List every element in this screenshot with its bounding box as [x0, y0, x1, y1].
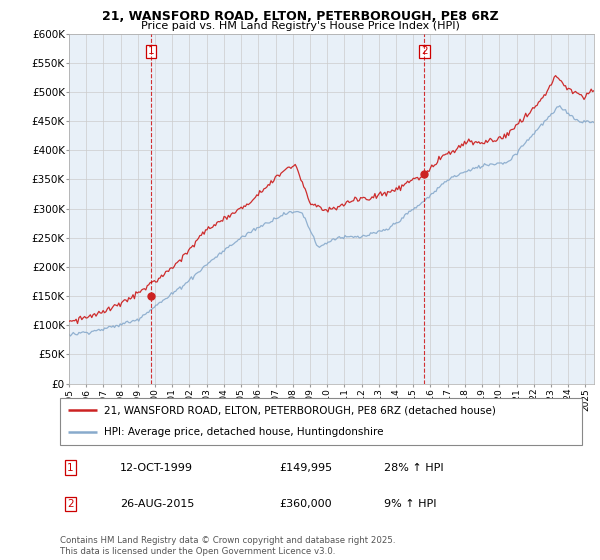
Text: 9% ↑ HPI: 9% ↑ HPI [383, 499, 436, 509]
Text: £149,995: £149,995 [279, 463, 332, 473]
FancyBboxPatch shape [60, 398, 582, 445]
Text: 2: 2 [421, 46, 428, 57]
Text: 21, WANSFORD ROAD, ELTON, PETERBOROUGH, PE8 6RZ: 21, WANSFORD ROAD, ELTON, PETERBOROUGH, … [101, 10, 499, 23]
Text: 1: 1 [148, 46, 155, 57]
Text: £360,000: £360,000 [279, 499, 332, 509]
Text: 26-AUG-2015: 26-AUG-2015 [120, 499, 194, 509]
Text: Price paid vs. HM Land Registry's House Price Index (HPI): Price paid vs. HM Land Registry's House … [140, 21, 460, 31]
Text: HPI: Average price, detached house, Huntingdonshire: HPI: Average price, detached house, Hunt… [104, 427, 384, 437]
Text: 21, WANSFORD ROAD, ELTON, PETERBOROUGH, PE8 6RZ (detached house): 21, WANSFORD ROAD, ELTON, PETERBOROUGH, … [104, 405, 496, 416]
Text: 28% ↑ HPI: 28% ↑ HPI [383, 463, 443, 473]
Text: 12-OCT-1999: 12-OCT-1999 [120, 463, 193, 473]
Text: 2: 2 [67, 499, 74, 509]
Text: Contains HM Land Registry data © Crown copyright and database right 2025.
This d: Contains HM Land Registry data © Crown c… [60, 536, 395, 556]
Text: 1: 1 [67, 463, 74, 473]
